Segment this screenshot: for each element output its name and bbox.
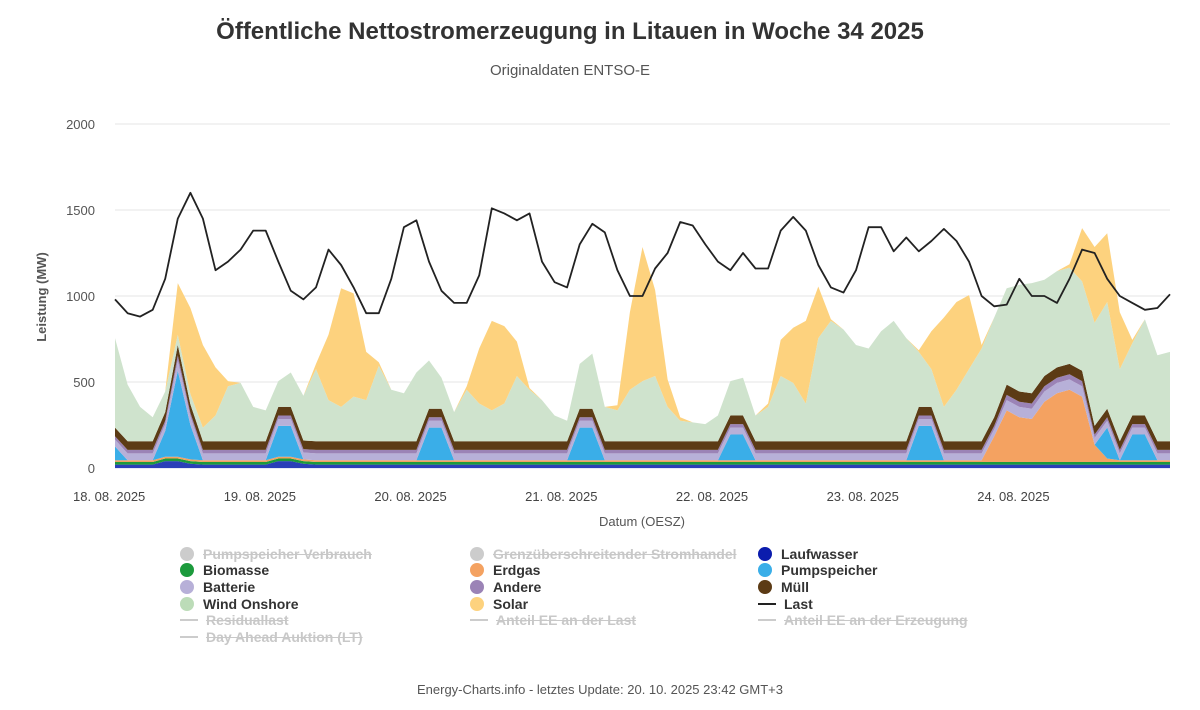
legend-item-anteil-ee-an-der-erzeugung[interactable]: Anteil EE an der Erzeugung xyxy=(758,612,968,629)
x-axis-label: Datum (OESZ) xyxy=(599,514,685,529)
legend-line-symbol xyxy=(180,636,198,638)
legend-line-symbol xyxy=(180,619,198,622)
legend-label: Batterie xyxy=(203,578,256,595)
area-wind-onshore[interactable] xyxy=(115,267,1170,442)
area-laufwasser[interactable] xyxy=(115,461,1170,468)
legend-label: Anteil EE an der Last xyxy=(496,612,637,629)
legend-item-last[interactable]: Last xyxy=(758,595,813,612)
legend-dot-symbol xyxy=(180,596,194,611)
legend-item-andere[interactable]: Andere xyxy=(470,578,541,595)
y-tick-label: 2000 xyxy=(66,117,95,132)
legend-item-laufwasser[interactable]: Laufwasser xyxy=(758,545,858,562)
legend-label: Laufwasser xyxy=(781,545,859,562)
x-tick-label: 21. 08. 2025 xyxy=(525,489,597,504)
x-tick-label: 19. 08. 2025 xyxy=(224,489,296,504)
legend-label: Solar xyxy=(493,595,529,612)
legend-label: Müll xyxy=(781,578,809,595)
legend-dot-symbol xyxy=(180,579,194,594)
x-tick-label: 24. 08. 2025 xyxy=(977,489,1049,504)
y-tick-labels: 0 500 1000 1500 2000 xyxy=(66,117,95,476)
legend-label: Anteil EE an der Erzeugung xyxy=(784,612,968,629)
legend-dot-symbol xyxy=(180,546,194,561)
legend-item-m-ll[interactable]: Müll xyxy=(758,578,809,595)
legend-item-erdgas[interactable]: Erdgas xyxy=(470,562,540,579)
x-tick-label: 20. 08. 2025 xyxy=(374,489,446,504)
legend-item-pumpspeicher-verbrauch[interactable]: Pumpspeicher Verbrauch xyxy=(180,545,372,562)
legend-item-wind-onshore[interactable]: Wind Onshore xyxy=(180,595,299,612)
x-tick-labels: 18. 08. 2025 19. 08. 2025 20. 08. 2025 21. … xyxy=(73,489,1050,504)
legend-item-residuallast[interactable]: Residuallast xyxy=(180,612,288,629)
y-tick-label: 0 xyxy=(88,461,95,476)
legend-label: Biomasse xyxy=(203,562,270,579)
legend-line-symbol xyxy=(470,619,488,622)
legend-item-day-ahead-auktion-lt-[interactable]: Day Ahead Auktion (LT) xyxy=(180,629,363,646)
legend-dot-symbol xyxy=(758,579,772,594)
series-lines xyxy=(114,191,1171,318)
stacked-areas xyxy=(115,228,1170,468)
legend-label: Wind Onshore xyxy=(203,595,299,612)
line-last[interactable] xyxy=(114,191,1171,318)
area-solar[interactable] xyxy=(115,228,1170,428)
legend-dot-symbol xyxy=(470,596,484,611)
x-tick-label: 22. 08. 2025 xyxy=(676,489,748,504)
legend-label: Day Ahead Auktion (LT) xyxy=(206,629,363,645)
x-tick-label: 18. 08. 2025 xyxy=(73,489,145,504)
legend-label: Pumpspeicher xyxy=(781,562,878,579)
area-biomasse[interactable] xyxy=(115,458,1170,465)
legend-label: Residuallast xyxy=(206,612,289,629)
y-axis-label: Leistung (MW) xyxy=(34,252,49,342)
legend-label: Pumpspeicher Verbrauch xyxy=(203,545,372,562)
legend-label: Grenzüberschreitender Stromhandel xyxy=(493,545,737,562)
legend-dot-symbol xyxy=(470,546,484,561)
chart-subtitle: Originaldaten ENTSO-E xyxy=(489,62,651,79)
y-tick-label: 500 xyxy=(73,375,95,390)
x-tick-label: 23. 08. 2025 xyxy=(827,489,899,504)
legend-dot-symbol xyxy=(470,563,484,578)
y-tick-label: 1000 xyxy=(66,289,95,304)
chart-title: Öffentliche Nettostromerzeugung in Litau… xyxy=(216,18,924,45)
legend-item-anteil-ee-an-der-last[interactable]: Anteil EE an der Last xyxy=(470,612,636,629)
legend-dot-symbol xyxy=(470,579,484,594)
legend-line-symbol xyxy=(758,619,776,622)
chart-legend: Pumpspeicher Verbrauch Grenzüberschreiten… xyxy=(0,545,1200,655)
footer-update-note: Energy-Charts.info - letztes Update: 20.… xyxy=(416,682,783,697)
legend-label: Andere xyxy=(493,578,542,595)
y-tick-label: 1500 xyxy=(66,203,95,218)
chart-plot[interactable]: 0 500 1000 1500 2000 18. 08. 2025 19. 08. 202… xyxy=(0,0,1200,540)
legend-label: Last xyxy=(784,595,813,612)
legend-item-batterie[interactable]: Batterie xyxy=(180,578,255,595)
legend-item-pumpspeicher[interactable]: Pumpspeicher xyxy=(758,562,877,579)
legend-dot-symbol xyxy=(758,563,772,578)
legend-item-grenz-berschreitender-stromhandel[interactable]: Grenzüberschreitender Stromhandel xyxy=(470,545,737,562)
legend-item-biomasse[interactable]: Biomasse xyxy=(180,562,269,579)
legend-item-solar[interactable]: Solar xyxy=(470,595,528,612)
legend-dot-symbol xyxy=(180,563,194,578)
legend-label: Erdgas xyxy=(493,562,541,579)
legend-line-symbol xyxy=(758,602,776,605)
legend-dot-symbol xyxy=(758,546,772,561)
area-erdgas[interactable] xyxy=(115,389,1170,462)
